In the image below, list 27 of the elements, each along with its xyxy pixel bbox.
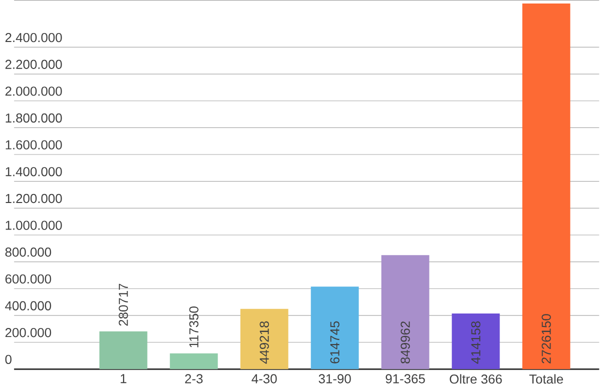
y-tick-label: 2.000.000 (5, 86, 62, 96)
y-tick-label: 2.400.000 (5, 32, 62, 42)
data-label: 280717 (118, 284, 128, 326)
x-tick-label: 2-3 (185, 374, 203, 384)
data-label: 849962 (400, 321, 410, 364)
y-tick-label: 2.200.000 (5, 60, 62, 69)
data-label: 117350 (189, 306, 198, 348)
data-label: 449218 (260, 321, 269, 364)
y-tick-label: 400.000 (5, 300, 52, 310)
y-tick-label: 600.000 (5, 274, 52, 284)
y-tick-label: 800.000 (5, 247, 52, 256)
y-tick-label: 1.800.000 (6, 113, 62, 122)
x-tick-label: 91-365 (386, 374, 425, 384)
x-tick-label: Oltre 366 (450, 374, 502, 384)
y-tick-label: 0 (5, 354, 12, 364)
x-tick-label: 1 (120, 374, 126, 383)
y-tick-label: 1.000.000 (6, 220, 62, 230)
x-tick-label: 31-90 (318, 374, 351, 384)
y-tick-label: 200.000 (5, 328, 52, 337)
y-tick-label: 1.600.000 (6, 140, 62, 150)
x-tick-label: 4-30 (252, 374, 277, 384)
y-tick-label: 1.200.000 (6, 194, 62, 203)
data-label: 614745 (330, 321, 340, 364)
x-tick-label: Totale (529, 374, 563, 384)
data-label: 414158 (471, 321, 480, 364)
y-tick-label: 1.400.000 (6, 166, 62, 176)
data-label: 2726150 (542, 314, 551, 364)
